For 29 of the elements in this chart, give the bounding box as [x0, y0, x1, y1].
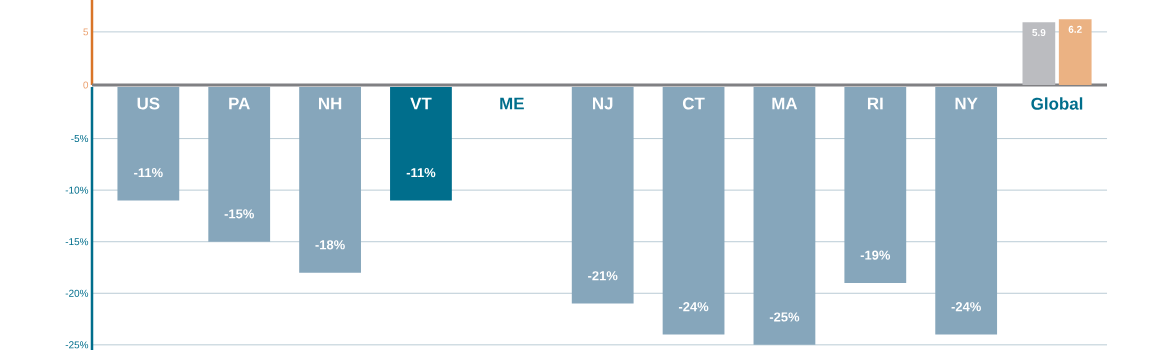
y-tick-label: -10% [65, 186, 89, 194]
x-tick-label: Global [1031, 97, 1083, 110]
data-label: -19% [860, 250, 891, 260]
x-tick-label: NJ [593, 97, 613, 110]
y-tick-label: -20% [65, 289, 89, 297]
data-label: 5.9 [1032, 29, 1046, 37]
data-label: -25% [769, 312, 800, 322]
x-tick-label: RI [867, 97, 883, 110]
data-label: -18% [315, 240, 345, 250]
y-tick-label: -25% [65, 341, 89, 349]
y-tick-label: 0 [83, 81, 89, 89]
data-label: -11% [406, 168, 436, 178]
x-tick-label: NY [955, 97, 978, 110]
x-tick-label: VT [410, 97, 432, 110]
data-label: 6.2 [1068, 25, 1082, 33]
data-label: -15% [224, 209, 254, 219]
data-label: -21% [588, 271, 618, 281]
data-label: -11% [134, 168, 163, 178]
x-tick-label: US [137, 97, 160, 110]
data-label: -24% [678, 302, 709, 312]
x-tick-label: NH [318, 97, 342, 110]
y-tick-label: -5% [71, 135, 89, 143]
x-tick-label: ME [500, 97, 524, 110]
y-tick-label: -15% [65, 238, 89, 246]
x-tick-label: PA [229, 97, 250, 110]
x-tick-label: MA [772, 97, 798, 110]
x-tick-label: CT [682, 97, 705, 110]
data-label: -24% [951, 302, 981, 312]
y-tick-label: 5 [83, 28, 89, 36]
